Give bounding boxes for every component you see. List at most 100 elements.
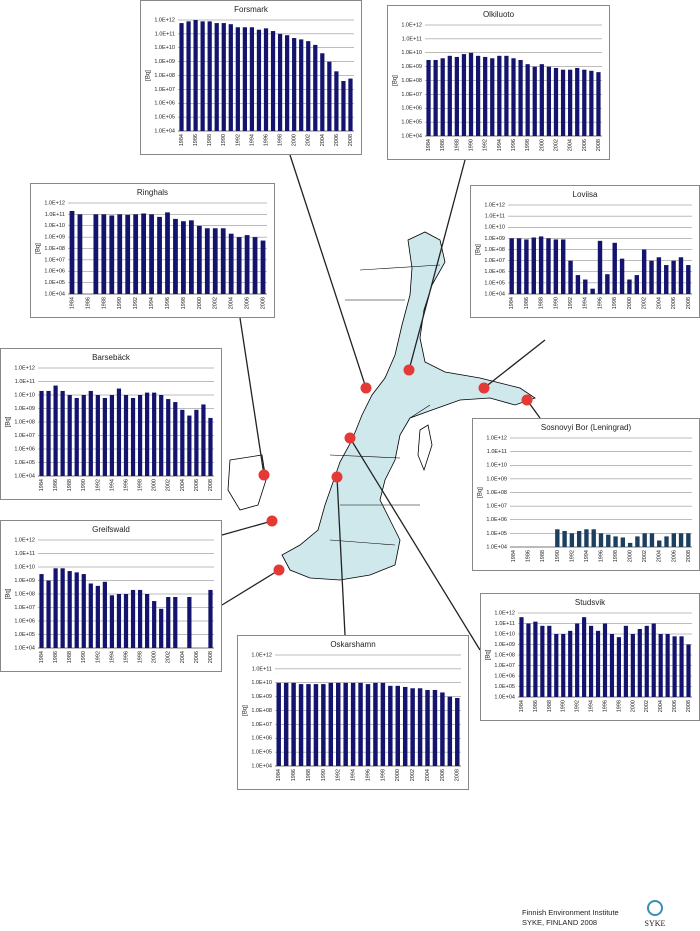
x-tick-label: 2002 [306,134,312,146]
y-axis-label: [Bq] [36,243,42,254]
bar [613,536,618,547]
bar [109,215,115,294]
bar [447,696,453,766]
x-tick-label: 1994 [589,700,595,712]
y-tick-label: 1.0E+08 [484,247,505,253]
x-tick-label: 1996 [263,134,269,146]
chart-title: Olkiluoto [483,10,515,19]
y-tick-label: 1.0E+12 [44,200,65,206]
bar [538,236,544,294]
y-tick-label: 1.0E+11 [485,214,505,220]
bar [490,58,495,136]
bar [475,55,481,136]
x-tick-label: 1988 [547,700,553,712]
x-tick-label: 1986 [193,134,199,146]
x-tick-label: 1990 [117,297,123,309]
x-tick-label: 1984 [426,139,432,151]
bar [244,235,250,294]
gotland [417,424,433,472]
bar [511,58,516,136]
bar [516,238,522,294]
bar [582,617,587,697]
bar [454,56,459,137]
bar [569,533,575,547]
y-tick-label: 1.0E+08 [44,246,65,252]
x-tick-label: 1986 [53,479,59,491]
bar [242,27,247,131]
bar [425,690,430,766]
bar [461,54,467,136]
x-tick-label: 1992 [568,297,574,309]
bar [649,533,655,547]
x-tick-label: 1992 [235,134,241,146]
bar [455,697,460,766]
bar [547,625,552,697]
x-tick-label: 1990 [561,700,567,712]
y-tick-label: 1.0E+11 [495,621,515,627]
bar [166,596,171,648]
chart-title: Loviisa [573,190,598,199]
x-tick-label: 1992 [95,479,101,491]
y-tick-label: 1.0E+12 [494,610,515,616]
x-tick-label: 1998 [613,550,619,562]
bar [623,625,628,697]
chart-panel: Barsebäck [Bq] 1.0E+04 1.0E+05 1.0E+06 1.0E+0… [0,348,222,500]
y-tick-label: 1.0E+06 [494,673,515,679]
bar [252,237,258,294]
bar [546,238,551,294]
bar [341,81,346,131]
bar [336,682,341,766]
bar [568,630,573,697]
bar [531,237,536,294]
bar [81,574,86,648]
plant-marker [331,471,343,483]
x-tick-label: 2008 [686,700,692,712]
y-tick-label: 1.0E+10 [251,680,272,686]
leader-line [408,159,466,371]
bar [447,55,452,136]
bar [605,274,610,294]
chart-title: Greifswald [92,525,130,534]
x-tick-label: 2000 [539,139,545,151]
y-tick-label: 1.0E+07 [494,663,515,669]
bar [641,249,647,294]
bar [188,220,194,294]
bar [53,385,58,476]
y-tick-label: 1.0E+07 [401,92,422,98]
x-tick-label: 1994 [583,297,589,309]
bar [575,275,581,294]
bar [201,404,206,476]
x-tick-label: 2000 [627,297,633,309]
x-tick-label: 2004 [425,769,431,781]
chart-title: Forsmark [234,5,269,14]
bar [358,682,363,766]
x-tick-label: 1988 [67,479,73,491]
x-tick-label: 1996 [123,651,129,663]
bar [616,637,622,697]
bar [204,228,210,294]
bar [123,594,129,648]
x-tick-label: 2006 [245,297,251,309]
y-tick-label: 1.0E+04 [494,694,515,700]
x-tick-label: 2000 [197,297,203,309]
bar [196,225,202,294]
bar [207,21,212,131]
bar [497,55,502,136]
y-tick-label: 1.0E+04 [14,473,35,479]
y-tick-label: 1.0E+06 [14,618,35,624]
leader-line [483,339,546,389]
y-tick-label: 1.0E+11 [402,36,422,42]
x-tick-label: 1990 [468,139,474,151]
x-tick-label: 2008 [686,550,692,562]
y-tick-label: 1.0E+10 [14,564,35,570]
bar [116,594,122,648]
bar [159,395,164,476]
bar [553,239,559,294]
bar [595,630,601,697]
y-tick-label: 1.0E+07 [486,504,507,510]
x-tick-label: 2004 [657,550,663,562]
bar [321,684,326,766]
bar [598,533,604,547]
x-tick-label: 1994 [351,769,357,781]
